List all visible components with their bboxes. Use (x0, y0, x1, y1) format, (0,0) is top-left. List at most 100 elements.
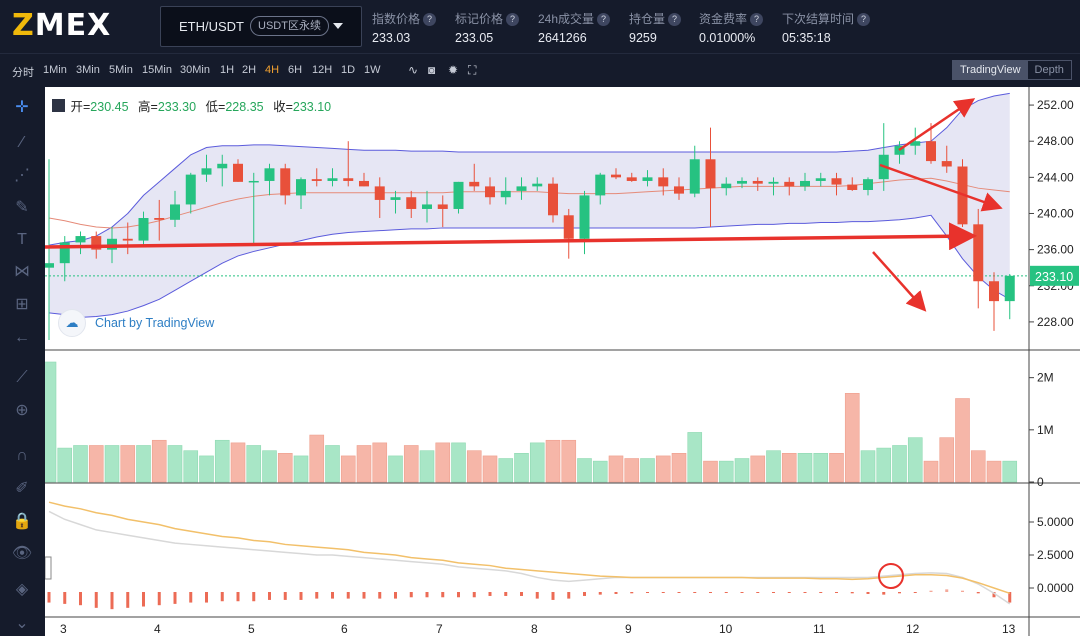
timeframe-2h[interactable]: 2H (242, 64, 257, 76)
macd-histogram-bar (724, 592, 728, 593)
timeframe-12h[interactable]: 12H (312, 64, 333, 76)
volume-bar (403, 445, 419, 483)
tradingview-watermark[interactable]: ☁ Chart by TradingView (58, 309, 214, 337)
price-axis-label: 236.00 (1037, 243, 1074, 257)
timeframe-6h[interactable]: 6H (288, 64, 303, 76)
stat-item: 下次结算时间? 05:35:18 (782, 10, 871, 45)
camera-icon[interactable]: ◙ (428, 63, 436, 77)
tab-depth[interactable]: Depth (1034, 64, 1064, 76)
candle-body (989, 281, 999, 302)
back-arrow-icon[interactable]: ← (14, 329, 30, 346)
collapse-icon[interactable]: ⌄ (15, 615, 29, 632)
timeframe-15min[interactable]: 15Min (142, 64, 172, 76)
eye-icon[interactable]: 👁 (11, 545, 33, 562)
candle-body (154, 218, 165, 220)
macd-histogram-bar (803, 592, 807, 593)
current-price-label: 233.10 (1035, 270, 1073, 284)
stat-value: 0.01000% (699, 31, 756, 45)
timeframe-5min[interactable]: 5Min (109, 64, 133, 76)
fullscreen-icon[interactable]: ⛶ (468, 63, 477, 77)
help-icon[interactable]: ? (423, 13, 437, 26)
candle-body (390, 197, 401, 200)
volume-bar (577, 458, 592, 483)
timeframe-tick[interactable]: 分时 (12, 67, 34, 79)
ruler-icon[interactable]: ⟋ (16, 369, 28, 386)
volume-bar (750, 455, 766, 483)
stat-label: 资金费率 (699, 12, 748, 26)
volume-bar (923, 460, 939, 483)
time-axis-label: 7 (436, 622, 443, 636)
settings-icon[interactable]: ✹ (448, 63, 459, 77)
pitchfork-icon[interactable]: ⋰ (14, 167, 30, 184)
time-axis-label: 13 (1002, 622, 1016, 636)
timeframe-4h[interactable]: 4H (265, 64, 280, 76)
brush-icon[interactable]: ✎ (15, 199, 29, 216)
candle-body (91, 236, 102, 250)
stat-item: 指数价格? 233.03 (372, 10, 437, 45)
pair-selector[interactable]: ETH/USDT USDT区永续 (160, 6, 362, 47)
help-icon[interactable]: ? (750, 13, 764, 26)
help-icon[interactable]: ? (857, 13, 871, 26)
line-type-icon[interactable]: ∿ (408, 63, 419, 77)
timeframe-1h[interactable]: 1H (220, 64, 235, 76)
volume-bar (671, 453, 687, 483)
macd-histogram-bar (394, 592, 397, 599)
timeframe-1w[interactable]: 1W (364, 64, 381, 76)
volume-bar (892, 445, 907, 483)
timeframe-1min[interactable]: 1Min (43, 64, 67, 76)
macd-histogram-bar (976, 592, 980, 594)
volume-bar (293, 455, 309, 483)
annotation-arrow (879, 163, 1003, 212)
macd-histogram-bar (126, 592, 130, 608)
help-icon[interactable]: ? (506, 13, 520, 26)
time-axis-label: 11 (813, 622, 826, 636)
stat-label: 标记价格 (455, 12, 504, 26)
macd-histogram-bar (441, 592, 445, 598)
candle-body (280, 168, 291, 196)
zmex-logo[interactable]: ZMEX (12, 8, 112, 43)
magnet-icon[interactable]: ∩ (16, 447, 28, 464)
legend-toggle-icon[interactable] (52, 99, 65, 112)
zoom-in-icon[interactable]: ⊕ (15, 402, 29, 419)
pattern-icon[interactable]: ⋈ (14, 263, 30, 280)
candle-body (469, 181, 480, 187)
time-axis-label: 12 (906, 622, 920, 636)
macd-histogram-bar (929, 590, 933, 592)
volume-bar (183, 450, 199, 483)
text-icon[interactable]: T (17, 231, 27, 248)
macd-histogram-bar (488, 592, 492, 596)
macd-histogram-bar (472, 592, 476, 598)
macd-histogram-bar (189, 592, 193, 603)
candle-body (201, 168, 212, 175)
candle-body (737, 180, 747, 184)
lock-draw-icon[interactable]: ✐ (15, 480, 29, 497)
chart-canvas[interactable]: 252.00248.00244.00240.00236.00232.00228.… (45, 87, 1080, 636)
candle-body (532, 183, 543, 187)
chevron-down-icon (333, 23, 343, 29)
macd-axis-label: 0.0000 (1037, 581, 1074, 595)
candle-body (75, 236, 86, 243)
macd-histogram-bar (79, 592, 82, 606)
layers-icon[interactable]: ◈ (15, 581, 29, 598)
macd-histogram-bar (740, 592, 744, 593)
lock-icon[interactable]: 🔒 (12, 513, 32, 530)
help-icon[interactable]: ? (597, 13, 611, 26)
volume-bar (608, 455, 624, 483)
candle-body (1004, 275, 1015, 302)
timeframe-30min[interactable]: 30Min (180, 64, 210, 76)
crosshair-icon[interactable]: ✛ (15, 99, 29, 116)
measure-icon[interactable]: ⊞ (15, 296, 29, 313)
ohlc-legend: 开=230.45 高=233.30 低=228.35 收=233.10 (52, 96, 331, 115)
candle-body (579, 195, 590, 239)
trendline-icon[interactable]: ⁄ (20, 134, 24, 151)
candle-body (185, 174, 196, 205)
volume-bar (309, 434, 325, 483)
help-icon[interactable]: ? (668, 13, 682, 26)
stat-label: 持仓量 (629, 12, 666, 26)
timeframe-3min[interactable]: 3Min (76, 64, 100, 76)
current-price-tag (1030, 265, 1079, 286)
tab-tradingview[interactable]: TradingView (953, 61, 1028, 79)
chart-area[interactable]: 252.00248.00244.00240.00236.00232.00228.… (45, 87, 1080, 636)
timeframe-1d[interactable]: 1D (341, 64, 356, 76)
candle-body (170, 204, 180, 220)
